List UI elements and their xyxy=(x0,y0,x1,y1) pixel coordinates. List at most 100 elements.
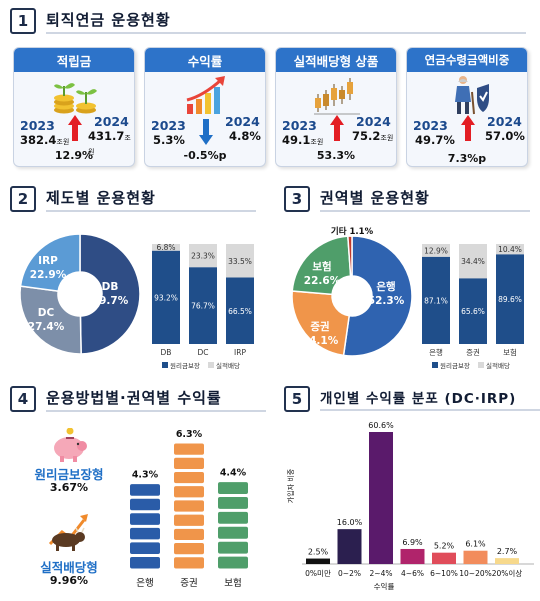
elderly-shield-icon xyxy=(455,76,489,115)
section-number: 2 xyxy=(10,186,36,212)
value-start: 49.7% xyxy=(415,133,455,147)
system-stacked-chart: 6.8% 93.2% DB 23.3% 76.7% DC 33.5% 66.5% IRP 원리금보… xyxy=(152,243,254,370)
year-end: 2024 xyxy=(356,114,391,129)
method-value: 9.96% xyxy=(49,574,89,587)
x-tick-label: 2~4% xyxy=(370,569,393,578)
year-start: 2023 xyxy=(413,118,448,133)
year-end: 2024 xyxy=(94,114,129,129)
card-pension-ratio: 연금수령금액비중 2023 2024 49.7% 57.0% 7.3%p xyxy=(406,47,528,167)
legend-swatch xyxy=(432,362,438,368)
sector-donut-chart: 은행 52.3% 증권 24.1% 보험 22.6% 기타 1.1% xyxy=(291,226,413,357)
card-reserve: 적립금 2023 2024 382.4조원 431.7조원 12.9% xyxy=(13,47,135,167)
card-title: 연금수령금액비중 xyxy=(407,48,527,72)
bar-segment xyxy=(218,556,248,569)
bar-value-label: 16.0% xyxy=(337,518,363,527)
section-heading: 운용방법별·권역별 수익률 xyxy=(46,387,266,412)
section-number: 4 xyxy=(10,386,36,412)
bar-segment xyxy=(218,511,248,524)
sector-stacked-chart: 12.9% 87.1% 은행 34.4% 65.6% 증권 10.4% 89.6% 보험원리금보… xyxy=(422,244,524,370)
donut-slice xyxy=(79,233,141,355)
bar-segment xyxy=(218,497,248,509)
section-number: 5 xyxy=(284,386,310,412)
x-tick-label: 증권 xyxy=(180,577,197,589)
section-5-title: 5 개인별 수익률 분포 (DC·IRP) xyxy=(284,384,540,414)
coins-plant-icon xyxy=(54,83,97,114)
x-tick-label: 20%이상 xyxy=(492,568,523,578)
arrow-up-icon xyxy=(68,115,82,141)
bar-segment xyxy=(174,514,204,526)
bar-segment xyxy=(130,513,160,525)
card-performance-products: 실적배당형 상품 2023 2024 49.1조원 75.2조원 53.3% xyxy=(275,47,397,167)
bar-segment xyxy=(422,256,450,344)
bar-segment xyxy=(496,244,524,255)
bar xyxy=(306,558,330,564)
x-tick-label: 은행 xyxy=(136,577,153,589)
bar-value-label: 23.3% xyxy=(191,252,215,261)
y-axis-label: 가입자 비중 xyxy=(286,468,295,503)
legend-label: 실적배당 xyxy=(486,361,510,370)
bar-segment xyxy=(496,254,524,344)
bar-value-label: 6.3% xyxy=(176,429,203,440)
bar-segment xyxy=(130,498,160,511)
bar-segment xyxy=(189,267,217,344)
section-1-title: 1 퇴직연금 운용현황 xyxy=(10,6,526,36)
candlestick-icon xyxy=(314,78,360,115)
bar-segment xyxy=(174,486,204,498)
arrow-up-icon xyxy=(330,115,344,141)
section-number: 1 xyxy=(10,8,36,34)
bar xyxy=(337,529,362,564)
bar-segment xyxy=(130,527,160,540)
card-title: 실적배당형 상품 xyxy=(276,48,396,72)
legend-label: 원리금보장 xyxy=(440,361,470,370)
bar-value-label: 89.6% xyxy=(498,295,522,304)
x-tick-label: 증권 xyxy=(466,348,480,357)
bar-value-label: 6.9% xyxy=(402,538,423,547)
bar-value-label: 6.1% xyxy=(465,540,486,549)
slice-category-label: IRP xyxy=(38,255,58,267)
year-start: 2023 xyxy=(151,118,186,133)
unit-label: 조원 xyxy=(310,138,324,146)
section-4-title: 4 운용방법별·권역별 수익률 xyxy=(10,384,266,414)
change-value: 7.3%p xyxy=(447,152,487,165)
bar-value-label: 10.4% xyxy=(498,245,522,254)
bar-value-label: 4.4% xyxy=(220,468,247,479)
bar-segment xyxy=(152,250,180,344)
bar-value-label: 76.7% xyxy=(191,302,215,311)
bar-segment xyxy=(174,457,204,469)
bar-segment xyxy=(174,443,204,455)
x-tick-label: IRP xyxy=(234,348,246,357)
x-tick-label: 6~10% xyxy=(430,569,458,578)
method-name: 원리금보장형 xyxy=(34,467,104,482)
legend-label: 실적배당 xyxy=(216,361,240,370)
bar-value-label: 87.1% xyxy=(424,296,448,305)
section-heading: 퇴직연금 운용현황 xyxy=(46,9,526,34)
bar-value-label: 4.3% xyxy=(132,470,159,481)
slice-value-label: 49.7% xyxy=(92,295,129,307)
x-tick-label: 0%미만 xyxy=(305,569,331,578)
unit-label: 조원 xyxy=(380,134,394,142)
bar-value-label: 2.5% xyxy=(308,548,329,557)
bar-value-label: 65.6% xyxy=(461,307,485,316)
bar-segment xyxy=(218,482,248,495)
arrow-down-icon xyxy=(199,119,213,145)
section-heading: 제도별 운용현황 xyxy=(46,187,256,212)
bar-segment xyxy=(130,542,160,554)
value-end: 75.2 xyxy=(352,129,381,143)
bar-value-label: 5.2% xyxy=(434,542,455,551)
bull-icon xyxy=(48,514,88,551)
bar-segment xyxy=(226,277,254,344)
bar xyxy=(432,552,456,564)
bar xyxy=(369,432,393,564)
bar-value-label: 6.8% xyxy=(156,243,175,252)
year-end: 2024 xyxy=(225,114,260,129)
bar-value-label: 66.5% xyxy=(228,307,252,316)
bar-value-label: 2.7% xyxy=(497,547,518,556)
slice-value-label: 27.4% xyxy=(28,321,65,333)
slice-value-label: 22.6% xyxy=(304,275,341,287)
slice-value-label: 24.1% xyxy=(302,335,339,347)
bar-value-label: 60.6% xyxy=(368,421,394,430)
slice-value-label: 52.3% xyxy=(368,295,405,307)
x-tick-label: 10~20% xyxy=(459,569,492,578)
year-start: 2023 xyxy=(282,118,317,133)
bar-value-label: 33.5% xyxy=(228,257,252,266)
